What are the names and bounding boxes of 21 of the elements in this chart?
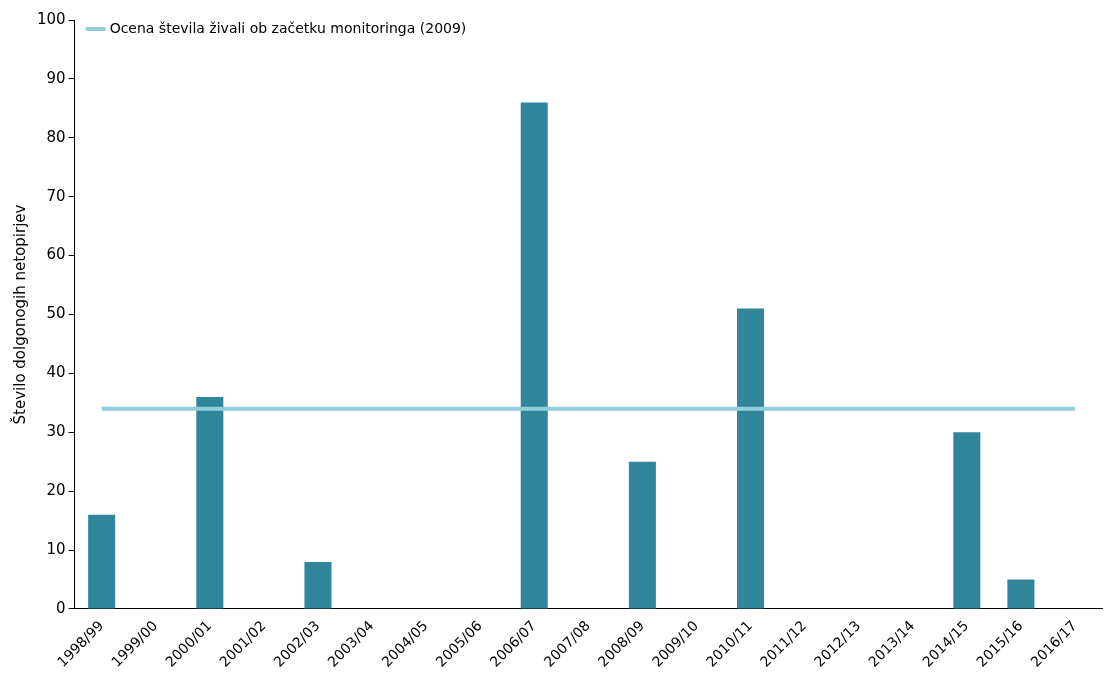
y-tick-label: 50 <box>46 304 66 323</box>
legend-label: Ocena števila živali ob začetku monitoringa (2009) <box>109 19 467 36</box>
bar <box>304 561 332 609</box>
y-tick-label: 90 <box>46 68 66 87</box>
bar <box>1007 579 1035 609</box>
bar <box>196 396 224 609</box>
y-tick-label: 30 <box>46 422 66 441</box>
bar <box>520 102 548 609</box>
y-tick-label: 100 <box>36 9 66 28</box>
bar <box>953 432 981 609</box>
y-tick-label: 0 <box>56 598 66 617</box>
bar <box>737 308 765 609</box>
bar <box>628 461 656 609</box>
y-tick-label: 40 <box>46 363 66 382</box>
y-axis-title: Število dolgonogih netopirjev <box>9 204 29 425</box>
y-tick-label: 10 <box>46 539 66 558</box>
y-tick-label: 70 <box>46 186 66 205</box>
y-tick-label: 80 <box>46 127 66 146</box>
y-tick-label: 20 <box>46 481 66 500</box>
bar <box>88 514 116 609</box>
y-tick-label: 60 <box>46 245 66 264</box>
